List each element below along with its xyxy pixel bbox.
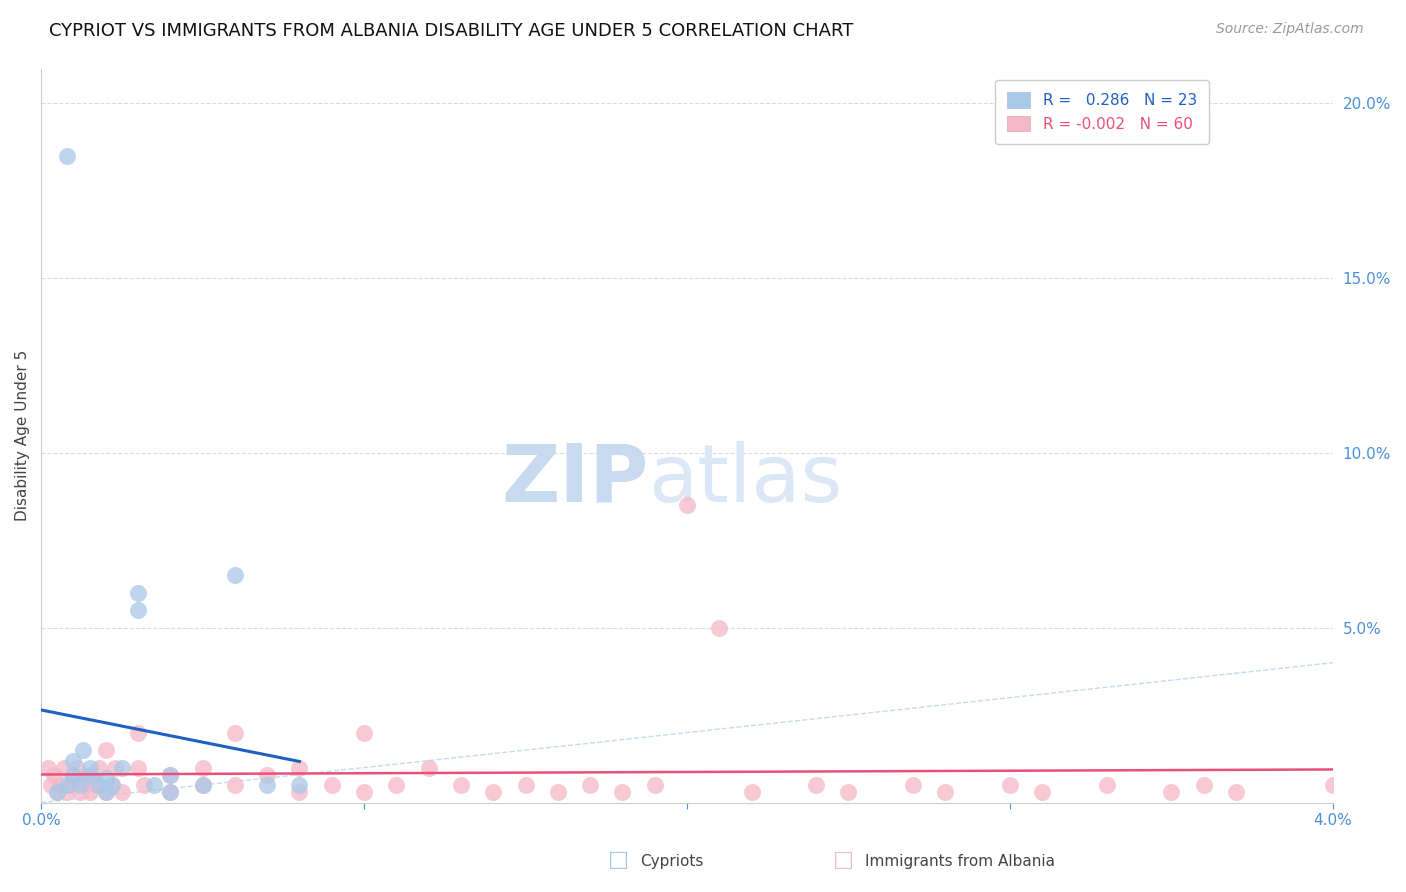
Point [75, 778, 97, 792]
Point [321, 778, 343, 792]
Point [998, 778, 1021, 792]
Point [482, 785, 505, 799]
Point [644, 778, 666, 792]
Point [89, 778, 111, 792]
Point [66, 761, 89, 775]
Point [224, 568, 246, 582]
Point [1225, 785, 1247, 799]
Point [934, 785, 956, 799]
Point [79, 761, 101, 775]
Point [101, 778, 124, 792]
Point [94, 743, 117, 757]
Point [127, 586, 149, 600]
Point [159, 767, 181, 781]
Point [224, 778, 246, 792]
Point [94, 785, 117, 799]
Point [676, 499, 699, 513]
Point [52, 761, 75, 775]
Point [101, 778, 124, 792]
Point [59, 778, 82, 792]
Point [79, 785, 101, 799]
Point [94, 771, 117, 785]
Point [1160, 785, 1182, 799]
Text: CYPRIOT VS IMMIGRANTS FROM ALBANIA DISABILITY AGE UNDER 5 CORRELATION CHART: CYPRIOT VS IMMIGRANTS FROM ALBANIA DISAB… [49, 22, 853, 40]
Point [353, 785, 375, 799]
Point [72, 771, 94, 785]
Point [191, 761, 214, 775]
Point [94, 785, 117, 799]
Point [288, 761, 311, 775]
Point [837, 785, 859, 799]
Point [353, 725, 375, 739]
Point [84, 778, 107, 792]
Point [56, 778, 79, 792]
Point [62, 767, 84, 781]
Point [612, 785, 634, 799]
Point [1031, 785, 1053, 799]
Point [901, 778, 924, 792]
Point [42, 767, 65, 781]
Point [79, 767, 101, 781]
Point [89, 761, 111, 775]
Text: Cypriots: Cypriots [640, 854, 703, 869]
Text: □: □ [609, 850, 628, 870]
Point [104, 761, 127, 775]
Text: Source: ZipAtlas.com: Source: ZipAtlas.com [1216, 22, 1364, 37]
Point [56, 149, 79, 163]
Point [159, 767, 181, 781]
Point [418, 761, 440, 775]
Point [1095, 778, 1118, 792]
Point [288, 778, 311, 792]
Point [134, 778, 156, 792]
Point [56, 785, 79, 799]
Text: □: □ [834, 850, 853, 870]
Point [515, 778, 537, 792]
Point [111, 761, 134, 775]
Point [49, 778, 72, 792]
Point [62, 767, 84, 781]
Text: atlas: atlas [648, 441, 842, 518]
Point [111, 785, 134, 799]
Point [224, 725, 246, 739]
Point [72, 743, 94, 757]
Point [127, 603, 149, 617]
Point [288, 785, 311, 799]
Legend: R =   0.286   N = 23, R = -0.002   N = 60: R = 0.286 N = 23, R = -0.002 N = 60 [995, 79, 1209, 144]
Point [256, 767, 278, 781]
Point [159, 785, 181, 799]
Point [143, 778, 166, 792]
Point [191, 778, 214, 792]
Point [127, 761, 149, 775]
Point [547, 785, 569, 799]
Point [1322, 778, 1344, 792]
Text: Immigrants from Albania: Immigrants from Albania [865, 854, 1054, 869]
Point [1192, 778, 1215, 792]
Point [69, 785, 91, 799]
Point [46, 785, 69, 799]
Point [709, 621, 731, 635]
Point [127, 725, 149, 739]
Point [385, 778, 408, 792]
Point [69, 778, 91, 792]
Point [450, 778, 472, 792]
Y-axis label: Disability Age Under 5: Disability Age Under 5 [15, 350, 30, 521]
Text: ZIP: ZIP [501, 441, 648, 518]
Point [191, 778, 214, 792]
Point [37, 761, 59, 775]
Point [806, 778, 828, 792]
Point [159, 785, 181, 799]
Point [256, 778, 278, 792]
Point [62, 754, 84, 768]
Point [82, 771, 104, 785]
Point [741, 785, 763, 799]
Point [39, 778, 62, 792]
Point [579, 778, 602, 792]
Point [46, 785, 69, 799]
